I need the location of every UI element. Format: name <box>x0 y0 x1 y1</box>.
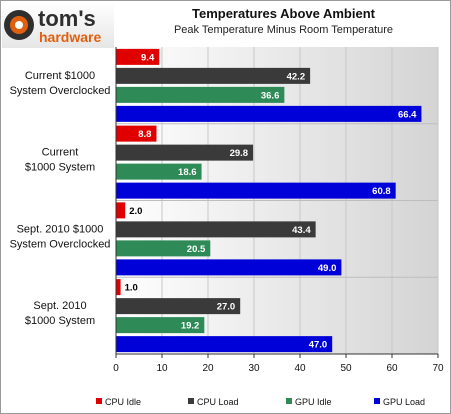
category-label: Current <box>42 147 79 159</box>
category-label: Sept. 2010 $1000 <box>17 223 104 235</box>
bar <box>116 259 342 276</box>
chart-subtitle: Peak Temperature Minus Room Temperature <box>173 24 394 36</box>
legend-item: GPU Load <box>374 397 425 407</box>
bar <box>116 202 126 219</box>
x-tick-label: 70 <box>432 363 444 374</box>
bar <box>116 86 285 103</box>
data-label: 27.0 <box>217 302 236 313</box>
bar <box>116 144 254 161</box>
x-tick-label: 40 <box>294 363 306 374</box>
x-tick-label: 10 <box>156 363 168 374</box>
data-label: 2.0 <box>129 206 142 217</box>
data-label: 66.4 <box>398 109 417 120</box>
bar <box>116 67 311 84</box>
bar <box>116 163 202 180</box>
data-label: 8.8 <box>138 129 151 140</box>
legend-item: CPU Idle <box>96 397 141 407</box>
data-label: 20.5 <box>187 244 206 255</box>
bar <box>116 105 422 122</box>
bar <box>116 125 157 142</box>
legend-swatch <box>96 398 102 404</box>
bar <box>116 221 316 238</box>
data-label: 18.6 <box>178 167 197 178</box>
legend-label: GPU Load <box>383 397 426 407</box>
data-label: 1.0 <box>125 283 138 294</box>
bar <box>116 317 205 334</box>
data-label: 43.4 <box>292 225 311 236</box>
x-tick-label: 0 <box>113 363 119 374</box>
logo-text-toms: tom's <box>38 6 96 31</box>
data-label: 42.2 <box>287 71 306 82</box>
legend-swatch <box>188 398 194 404</box>
x-tick-label: 30 <box>248 363 260 374</box>
legend-swatch <box>374 398 380 404</box>
logo-text-hardware: hardware <box>39 29 101 45</box>
data-label: 49.0 <box>318 263 337 274</box>
x-tick-label: 20 <box>202 363 214 374</box>
legend-label: CPU Load <box>197 397 239 407</box>
legend-label: CPU Idle <box>105 397 142 407</box>
bar <box>116 48 160 65</box>
chart-legend: CPU Idle CPU Load GPU Idle GPU Load <box>0 397 451 411</box>
legend-label: GPU Idle <box>295 397 332 407</box>
category-label: $1000 System <box>25 162 95 174</box>
toms-hardware-logo: tom's hardware <box>2 2 114 48</box>
legend-item: GPU Idle <box>286 397 332 407</box>
x-tick-label: 50 <box>340 363 352 374</box>
bar <box>116 336 333 353</box>
bar <box>116 182 396 199</box>
category-label: System Overclocked <box>10 85 111 97</box>
bar <box>116 279 121 296</box>
x-tick-label: 60 <box>386 363 398 374</box>
data-label: 36.6 <box>261 90 280 101</box>
bar <box>116 240 211 257</box>
bar <box>116 298 241 315</box>
data-label: 47.0 <box>309 340 328 351</box>
bar-chart: 9.4 42.2 36.6 66.4 Current $1000 System Overc… <box>10 47 444 374</box>
data-label: 29.8 <box>230 148 249 159</box>
data-label: 9.4 <box>141 52 155 63</box>
category-label: $1000 System <box>25 315 95 327</box>
data-label: 19.2 <box>181 321 200 332</box>
chart-title: Temperatures Above Ambient <box>191 6 375 21</box>
data-label: 60.8 <box>372 186 391 197</box>
category-label: Current $1000 <box>25 70 95 82</box>
category-label: Sept. 2010 <box>33 300 86 312</box>
legend-item: CPU Load <box>188 397 239 407</box>
category-label: System Overclocked <box>10 238 111 250</box>
legend-swatch <box>286 398 292 404</box>
